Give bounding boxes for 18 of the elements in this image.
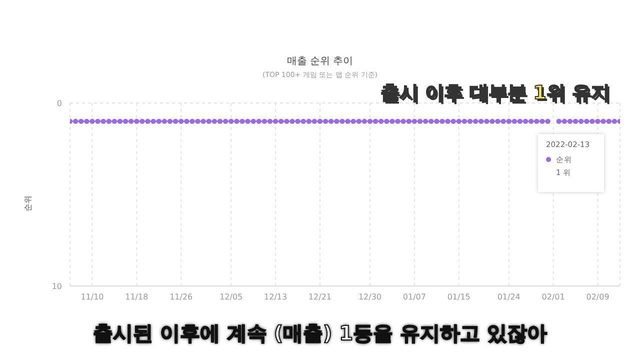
x-tick-label: 12/13 (264, 292, 288, 302)
x-tick-label: 12/30 (358, 292, 382, 302)
x-tick-label: 01/15 (447, 292, 470, 302)
x-tick-label: 02/09 (586, 292, 610, 302)
x-tick-label: 11/18 (125, 292, 148, 302)
annotation: 출시 이후 대부분 1위 유지 (380, 81, 610, 106)
x-tick-label: 11/26 (170, 292, 193, 302)
y-tick-label: 0 (56, 98, 62, 108)
x-tick-label: 12/21 (308, 292, 332, 302)
x-tick-label: 02/01 (542, 292, 565, 302)
text: 출시된 이후에 계속 (매출) 1등을 유지하고 있잖아 (92, 320, 548, 347)
x-tick-label: 01/07 (402, 292, 426, 302)
y-axis-title: 순위 (22, 196, 34, 212)
x-tick-label: 11/10 (80, 292, 104, 302)
y-tick-label: 10 (52, 282, 62, 291)
x-tick-label: 12/05 (220, 292, 243, 302)
chart-title: 매출 순위 추이 (286, 55, 354, 68)
x-tick-label: 01/24 (497, 292, 520, 302)
